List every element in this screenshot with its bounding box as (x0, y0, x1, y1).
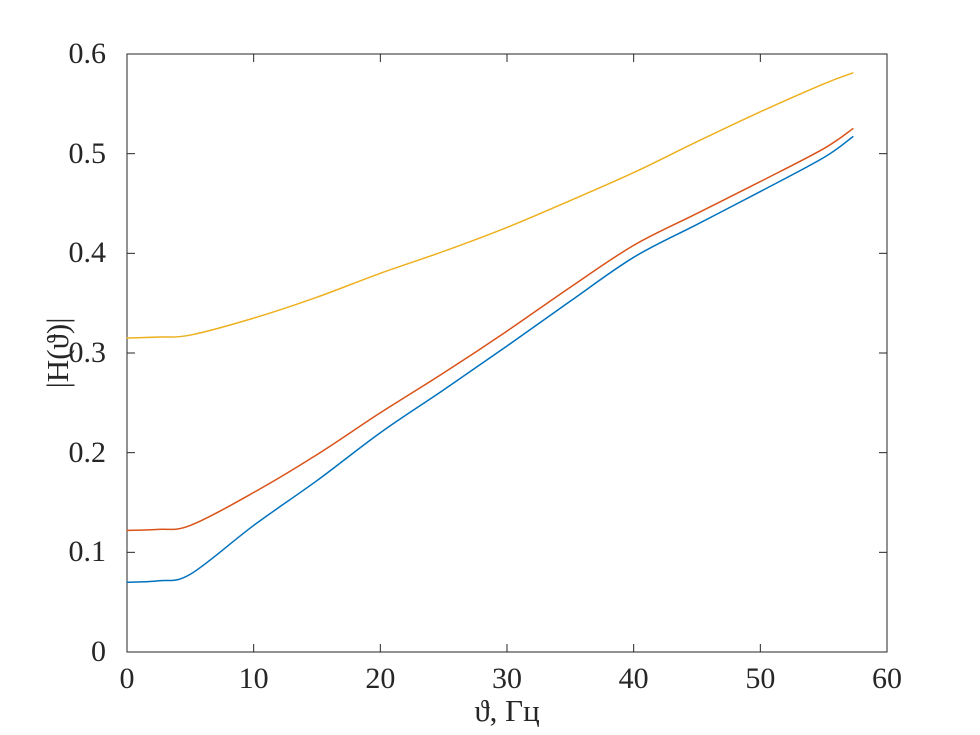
y-tick-label: 0.3 (68, 336, 107, 369)
x-tick-label: 10 (238, 662, 269, 695)
y-tick-label: 0.5 (68, 136, 107, 170)
y-tick-label: 0.4 (68, 236, 107, 270)
axes-box (126, 53, 888, 653)
x-tick-label: 30 (492, 662, 522, 695)
curve-series-3-yellow (126, 72, 854, 339)
x-tick-label: 20 (365, 662, 396, 695)
x-tick-label: 50 (745, 662, 776, 695)
x-tick-label: 60 (872, 662, 902, 695)
y-tick-label: 0 (91, 635, 106, 668)
x-axis-label: ϑ, Гц (474, 693, 540, 728)
y-tick-label: 0.2 (68, 435, 107, 469)
y-tick-label: 0.1 (68, 535, 107, 569)
curve-series-2-orange (126, 128, 854, 532)
curve-series-1-blue (126, 135, 854, 583)
x-tick-label: 40 (618, 662, 649, 695)
y-tick-label: 0.6 (68, 37, 107, 70)
x-tick-label: 0 (119, 662, 135, 695)
